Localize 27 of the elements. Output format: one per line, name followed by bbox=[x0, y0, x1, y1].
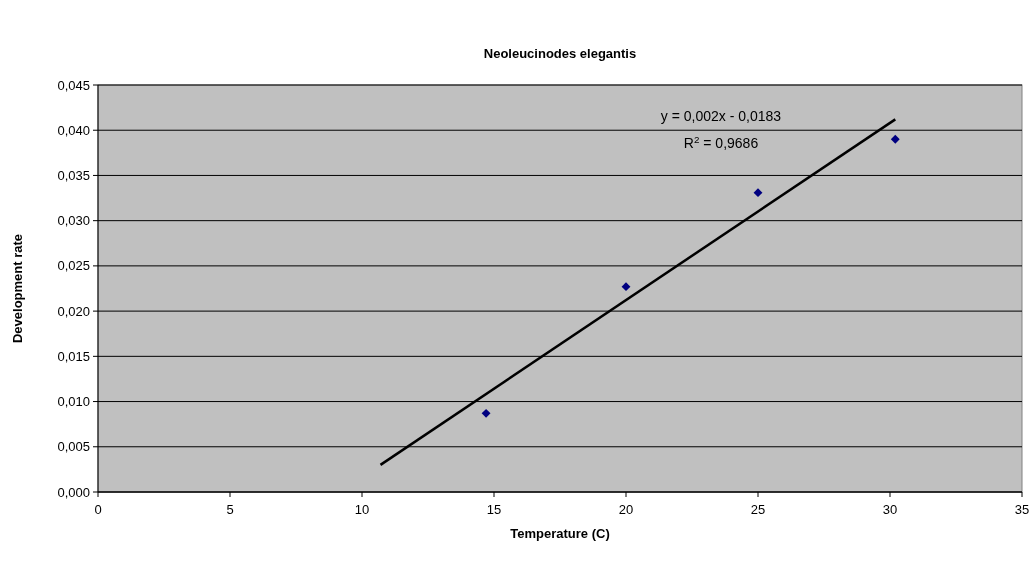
x-tick-label: 30 bbox=[882, 502, 898, 517]
y-tick-label: 0,025 bbox=[57, 258, 90, 274]
y-tick-label: 0,010 bbox=[57, 394, 90, 410]
y-axis-title: Development rate bbox=[10, 233, 25, 344]
point bbox=[753, 188, 763, 198]
annotation: R$^{2}$ = 0,9686 bbox=[683, 133, 759, 151]
x-tick-label: 20 bbox=[618, 502, 634, 517]
x-tick-label: 15 bbox=[486, 502, 502, 517]
x-tick-label: 35 bbox=[1014, 502, 1030, 517]
x-tick-label: 25 bbox=[750, 502, 766, 517]
point bbox=[621, 282, 631, 292]
y-tick-label: 0,045 bbox=[57, 77, 90, 93]
y-tick-label: 0,020 bbox=[57, 303, 90, 319]
annotation: y = 0,002x - 0,0183 bbox=[660, 108, 782, 124]
y-tick-label: 0,035 bbox=[57, 167, 90, 183]
y-tick-label: 0,000 bbox=[57, 484, 90, 500]
y-tick-label: 0,040 bbox=[57, 122, 90, 138]
y-tick-label: 0,030 bbox=[57, 213, 90, 229]
x-tick-label: 5 bbox=[226, 502, 234, 517]
y-tick-label: 0,005 bbox=[57, 439, 90, 455]
point bbox=[481, 408, 491, 418]
x-axis-title: Temperature (C) bbox=[510, 526, 610, 541]
x-tick-label: 0 bbox=[94, 502, 102, 517]
chart-title: Neoleucinodes elegantis bbox=[483, 46, 637, 61]
point bbox=[890, 134, 900, 144]
x-tick-label: 10 bbox=[354, 502, 370, 517]
y-tick-label: 0,015 bbox=[57, 348, 90, 364]
